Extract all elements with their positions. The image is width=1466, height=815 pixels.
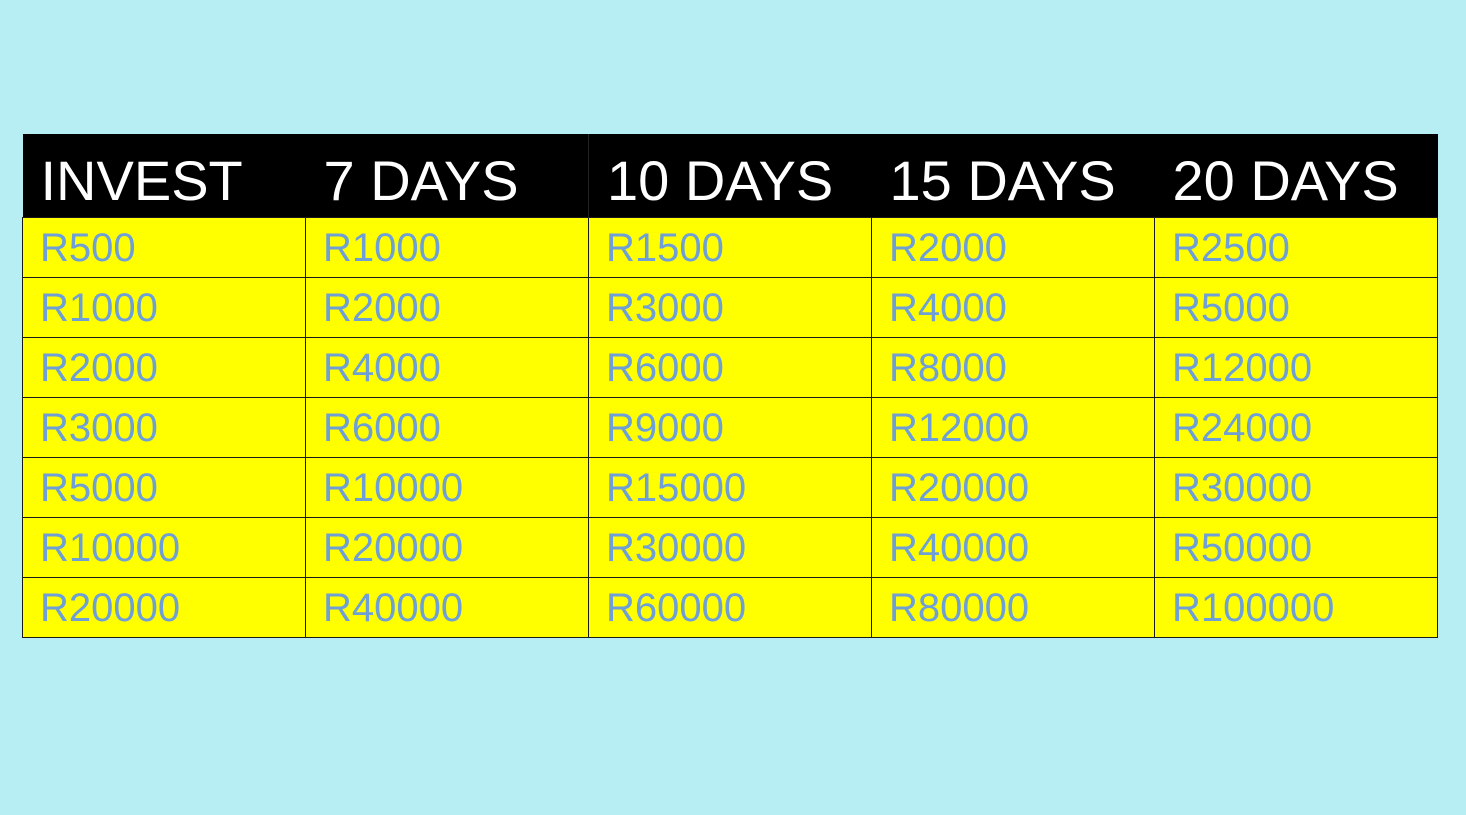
- cell-10-days: R9000: [588, 396, 872, 458]
- table-body: R500 R1000 R1500 R2000 R2500 R1000 R2000…: [22, 216, 1438, 638]
- table-row: R10000 R20000 R30000 R40000 R50000: [22, 516, 1438, 578]
- cell-15-days: R4000: [871, 276, 1155, 338]
- cell-invest: R1000: [22, 276, 306, 338]
- cell-invest: R5000: [22, 456, 306, 518]
- cell-invest: R3000: [22, 396, 306, 458]
- cell-10-days: R1500: [588, 216, 872, 278]
- cell-10-days: R3000: [588, 276, 872, 338]
- table-row: R500 R1000 R1500 R2000 R2500: [22, 216, 1438, 278]
- header-20-days: 20 DAYS: [1172, 148, 1399, 212]
- cell-20-days: R100000: [1154, 576, 1438, 638]
- cell-15-days: R40000: [871, 516, 1155, 578]
- cell-20-days: R30000: [1154, 456, 1438, 518]
- cell-invest: R500: [22, 216, 306, 278]
- table-row: R5000 R10000 R15000 R20000 R30000: [22, 456, 1438, 518]
- cell-20-days: R24000: [1154, 396, 1438, 458]
- cell-7-days: R1000: [305, 216, 589, 278]
- cell-10-days: R6000: [588, 336, 872, 398]
- cell-20-days: R12000: [1154, 336, 1438, 398]
- cell-7-days: R10000: [305, 456, 589, 518]
- cell-15-days: R2000: [871, 216, 1155, 278]
- cell-15-days: R80000: [871, 576, 1155, 638]
- cell-15-days: R12000: [871, 396, 1155, 458]
- table-row: R1000 R2000 R3000 R4000 R5000: [22, 276, 1438, 338]
- investment-table-container: INVEST 7 DAYS 10 DAYS 15 DAYS 20 DAYS R5…: [22, 134, 1438, 638]
- cell-7-days: R20000: [305, 516, 589, 578]
- table-row: R2000 R4000 R6000 R8000 R12000: [22, 336, 1438, 398]
- cell-10-days: R30000: [588, 516, 872, 578]
- cell-20-days: R5000: [1154, 276, 1438, 338]
- header-10-days: 10 DAYS: [588, 134, 872, 217]
- cell-10-days: R60000: [588, 576, 872, 638]
- cell-invest: R20000: [22, 576, 306, 638]
- header-7-days: 7 DAYS: [323, 148, 519, 212]
- cell-10-days: R15000: [588, 456, 872, 518]
- cell-7-days: R2000: [305, 276, 589, 338]
- table-row: R20000 R40000 R60000 R80000 R100000: [22, 576, 1438, 638]
- cell-7-days: R6000: [305, 396, 589, 458]
- header-invest: INVEST: [40, 148, 243, 212]
- cell-invest: R2000: [22, 336, 306, 398]
- cell-7-days: R40000: [305, 576, 589, 638]
- cell-20-days: R50000: [1154, 516, 1438, 578]
- cell-20-days: R2500: [1154, 216, 1438, 278]
- cell-invest: R10000: [22, 516, 306, 578]
- cell-7-days: R4000: [305, 336, 589, 398]
- header-row: INVEST 7 DAYS 10 DAYS 15 DAYS 20 DAYS: [22, 134, 1438, 217]
- cell-15-days: R8000: [871, 336, 1155, 398]
- table-row: R3000 R6000 R9000 R12000 R24000: [22, 396, 1438, 458]
- cell-15-days: R20000: [871, 456, 1155, 518]
- table-header: INVEST 7 DAYS 10 DAYS 15 DAYS 20 DAYS: [22, 134, 1438, 217]
- header-15-days: 15 DAYS: [889, 148, 1116, 212]
- investment-returns-table: INVEST 7 DAYS 10 DAYS 15 DAYS 20 DAYS R5…: [22, 134, 1438, 638]
